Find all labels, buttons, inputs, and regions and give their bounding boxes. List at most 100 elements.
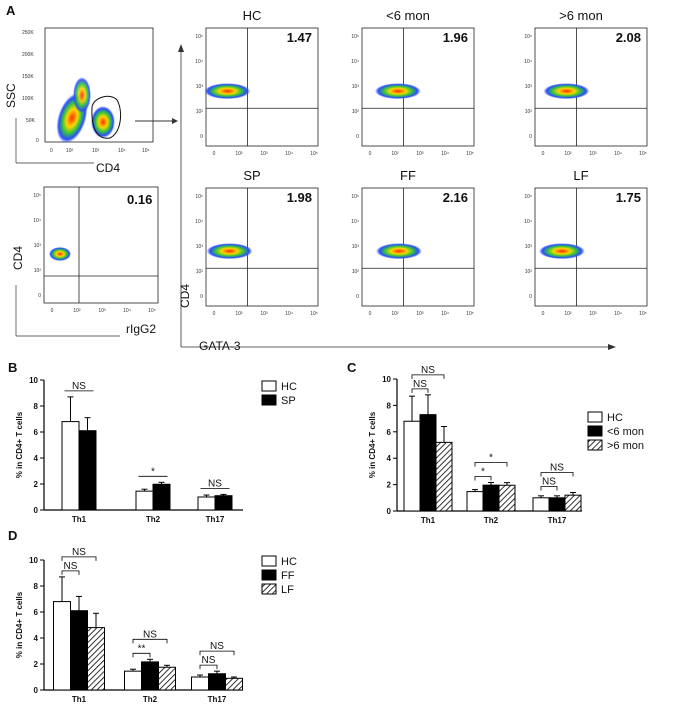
flow-ytick: 10⁵ (524, 194, 532, 200)
isotype-scatter-plot: 0.16 CD4 rIgG2 (11, 186, 159, 337)
bar (135, 490, 154, 511)
isotype-xtick: 10⁴ (123, 308, 131, 314)
flow-xtick: 0 (369, 311, 372, 317)
flow-plot-title: <6 mon (386, 8, 430, 23)
flow-xtick: 10⁴ (285, 151, 293, 157)
isotype-ytick: 10³ (34, 243, 42, 249)
quadrant-value: 2.16 (443, 190, 468, 205)
legend-label: SP (281, 395, 296, 407)
flow-xtick: 10⁴ (441, 151, 449, 157)
flow-ytick: 10² (525, 109, 533, 115)
flow-ytick: 10² (352, 109, 360, 115)
y-tick-label: 8 (34, 402, 39, 411)
y-axis-label: % in CD4+ T cells (368, 411, 377, 478)
legend-label: HC (281, 381, 297, 393)
flow-ytick: 10³ (525, 244, 533, 250)
bar (208, 673, 226, 691)
flow-xtick: 10³ (589, 311, 597, 317)
bar (197, 496, 216, 511)
panel-label-d: D (8, 528, 17, 543)
flow-plot-title: SP (243, 168, 260, 183)
y-tick-label: 6 (34, 608, 39, 617)
isotype-ylabel: CD4 (11, 246, 25, 270)
legend-swatch (261, 555, 277, 567)
category-label: Th1 (421, 516, 436, 525)
bar-chart-b: 0 2 4 6 8 10 % in CD4+ T cells Th1 Th2 Th17 NS * NS H… (15, 376, 297, 524)
significance-bracket (61, 570, 80, 575)
isotype-value: 0.16 (127, 192, 152, 207)
isotype-xtick: 10² (73, 308, 81, 314)
significance-label: NS (550, 463, 564, 474)
flow-plot: 1.96 <6 mon 10⁵ 10⁴ 10³ 10² 0 0 10² 10³ 10⁴ 10⁵ (351, 8, 475, 157)
flow-ytick: 10⁵ (524, 34, 532, 40)
legend-swatch (261, 394, 277, 406)
flow-xtick: 10⁴ (441, 311, 449, 317)
y-tick-label: 0 (34, 506, 39, 515)
significance-bracket (199, 664, 218, 670)
bar (70, 610, 88, 691)
bar (124, 670, 142, 691)
flow-xtick: 10⁵ (310, 311, 318, 317)
panel-label-c: C (347, 360, 357, 375)
significance-bracket (199, 650, 235, 656)
quadrant-value: 1.75 (616, 190, 641, 205)
flow-ytick: 0 (356, 134, 359, 140)
bar (53, 601, 71, 691)
flow-xtick: 0 (213, 311, 216, 317)
significance-bracket (540, 472, 574, 477)
flow-ytick: 10⁵ (351, 194, 359, 200)
quadrant-value: 1.98 (287, 190, 312, 205)
legend-label: >6 mon (607, 440, 644, 452)
legend-label: HC (281, 556, 297, 568)
flow-ytick: 10⁵ (195, 34, 203, 40)
flow-xtick: 10² (391, 311, 399, 317)
significance-bracket (61, 556, 97, 561)
legend-swatch (587, 411, 603, 423)
bar (548, 497, 566, 512)
flow-ytick: 10² (196, 109, 204, 115)
panel-label-a: A (6, 3, 16, 18)
cell-population (375, 243, 422, 260)
cell-population (206, 243, 253, 260)
bar-chart-c: 0 2 4 6 8 10 % in CD4+ T cells Th1 Th2 Th17 NS NS * *… (368, 365, 644, 525)
flow-ytick: 10² (196, 269, 204, 275)
flow-ytick: 10³ (196, 244, 204, 250)
significance-label: * (489, 452, 493, 463)
bar (214, 495, 233, 511)
bar (158, 666, 176, 691)
flow-xtick: 10³ (260, 151, 268, 157)
shared-ylabel: CD4 (178, 284, 192, 308)
flow-xtick: 10⁵ (466, 311, 474, 317)
flow-plot: 1.47 HC 10⁵ 10⁴ 10³ 10² 0 0 10² 10³ 10⁴ 10⁵ (195, 8, 319, 157)
flow-xtick: 0 (213, 151, 216, 157)
category-label: Th17 (208, 695, 227, 704)
significance-label: NS (210, 641, 224, 652)
flow-xtick: 10³ (589, 151, 597, 157)
bar (403, 420, 421, 512)
legend-swatch (587, 439, 603, 451)
flow-ytick: 10⁴ (524, 219, 532, 225)
significance-label: NS (421, 365, 435, 376)
legend-label: <6 mon (607, 426, 644, 438)
flow-plot-title: HC (243, 8, 262, 23)
category-label: Th17 (548, 516, 567, 525)
legend-swatch (587, 425, 603, 437)
bar (78, 430, 97, 511)
gate-scatter-plot: 250K 200K 150K 100K 50K 0 0 10² 10³ 10⁴ … (4, 27, 178, 175)
legend-label: FF (281, 570, 295, 582)
flow-ytick: 0 (200, 134, 203, 140)
flow-xtick: 10⁵ (639, 311, 647, 317)
category-label: Th17 (206, 515, 225, 524)
gate-ylabel: SSC (4, 83, 18, 108)
y-axis-label: % in CD4+ T cells (15, 591, 24, 658)
category-label: Th2 (146, 515, 161, 524)
flow-ytick: 10⁴ (351, 59, 359, 65)
significance-label: NS (202, 655, 216, 666)
flow-ytick: 0 (356, 294, 359, 300)
flow-ytick: 10² (352, 269, 360, 275)
flow-ytick: 10⁴ (524, 59, 532, 65)
legend-label: HC (607, 412, 623, 424)
bar (532, 497, 550, 512)
y-tick-label: 4 (34, 634, 39, 643)
gate-xlabel: CD4 (96, 161, 120, 175)
